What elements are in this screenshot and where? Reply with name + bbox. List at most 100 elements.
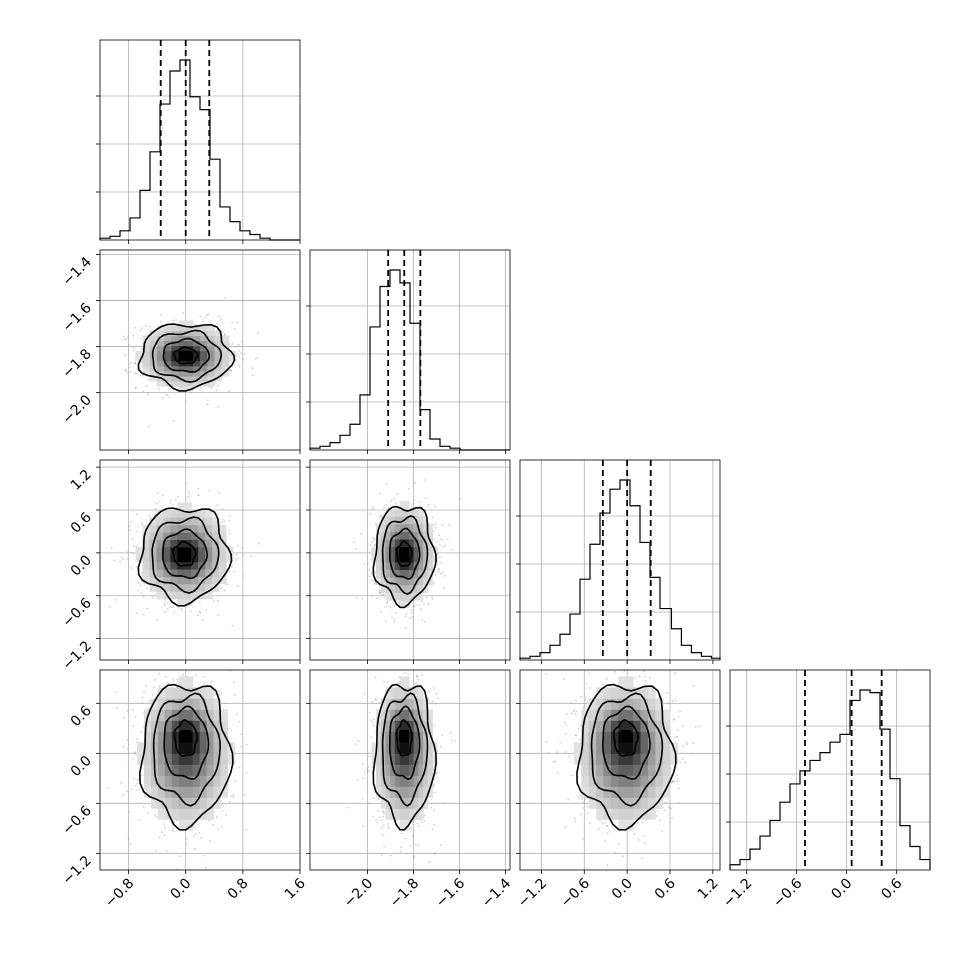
scatter-point <box>172 504 175 507</box>
density-cell <box>214 330 223 337</box>
density-cell <box>219 569 227 578</box>
density-cell <box>385 546 391 555</box>
density-cell <box>135 546 144 555</box>
density-cell <box>418 546 424 555</box>
density-cell <box>207 370 215 377</box>
scatter-point <box>417 675 420 678</box>
contour-1 <box>163 705 210 780</box>
density-cell <box>185 687 194 699</box>
scatter-point <box>415 604 417 607</box>
density-cell <box>199 742 208 754</box>
scatter-point <box>439 556 441 559</box>
scatter-point <box>414 482 416 484</box>
density-cell <box>427 539 433 548</box>
y-tick-label: −1.6 <box>59 300 94 335</box>
contour-0 <box>173 719 199 757</box>
scatter-point <box>430 806 433 809</box>
scatter-point <box>132 334 135 337</box>
scatter-point <box>397 682 400 685</box>
x-tick-label: 0.0 <box>167 876 194 903</box>
scatter-point <box>212 824 214 826</box>
density-cell <box>156 517 164 526</box>
scatter-point <box>256 357 259 360</box>
scatter-point <box>410 609 413 611</box>
density-cell <box>192 335 201 342</box>
density-cell <box>178 698 187 710</box>
density-cell <box>191 561 199 570</box>
scatter-point <box>371 594 373 597</box>
scatter-point <box>355 597 358 599</box>
density-cell <box>191 576 199 585</box>
scatter-point <box>179 650 181 652</box>
scatter-point <box>199 611 202 614</box>
scatter-point <box>371 721 374 724</box>
scatter-point <box>193 848 196 851</box>
density-cell <box>413 569 419 578</box>
scatter-point <box>239 745 242 748</box>
scatter-point <box>210 387 213 390</box>
density-cell <box>200 325 208 331</box>
density-cell <box>178 320 187 326</box>
density-cell <box>178 687 187 699</box>
density-cell <box>149 524 157 533</box>
scatter-point <box>149 700 151 703</box>
scatter-point <box>370 572 373 575</box>
density-cell <box>142 360 151 367</box>
scatter-point <box>200 386 202 389</box>
density-cell <box>192 720 201 732</box>
density-cell <box>380 577 386 586</box>
scatter-point <box>137 582 140 585</box>
density-cell <box>394 561 401 571</box>
density-cell <box>178 335 187 342</box>
scatter-point <box>360 533 362 535</box>
density-cell <box>221 345 230 352</box>
scatter-point <box>164 604 167 607</box>
panel-frame <box>519 459 721 661</box>
scatter-point <box>223 334 226 336</box>
scatter-point <box>171 606 174 609</box>
density-cell <box>156 325 165 331</box>
scatter-point <box>381 853 383 856</box>
scatter-point <box>422 603 425 606</box>
scatter-point <box>421 619 424 622</box>
scatter-point <box>243 793 246 796</box>
density-cell <box>212 532 220 540</box>
density-cell <box>206 687 215 699</box>
scatter-point <box>201 320 204 323</box>
scatter-point <box>374 698 377 701</box>
scatter-point <box>419 501 422 504</box>
scatter-point <box>155 816 158 818</box>
scatter-point <box>164 610 167 613</box>
density-cell <box>149 350 158 357</box>
scatter-point <box>130 788 133 790</box>
density-cell <box>200 350 208 357</box>
density-cell <box>143 753 152 765</box>
scatter-point <box>158 836 161 839</box>
density-cell <box>404 508 410 517</box>
density-cell <box>198 532 206 540</box>
scatter-point <box>367 766 370 768</box>
contour-0 <box>172 540 197 567</box>
density-cell <box>164 345 172 352</box>
y-tick-label: 0.6 <box>68 703 95 730</box>
scatter-point <box>238 350 241 352</box>
scatter-point <box>240 733 243 736</box>
density-cell <box>164 786 173 798</box>
scatter-point <box>140 347 143 350</box>
scatter-point <box>107 786 109 789</box>
contour-0 <box>173 346 199 365</box>
scatter-point <box>195 674 197 677</box>
scatter-point <box>192 835 195 838</box>
scatter-point <box>165 850 168 852</box>
scatter-point <box>435 692 438 695</box>
scatter-point <box>235 345 237 348</box>
density-cell <box>394 539 401 548</box>
density-cell <box>171 325 180 331</box>
density-cell <box>170 591 178 600</box>
scatter-point <box>441 571 444 574</box>
density-cell <box>219 554 227 563</box>
scatter-point <box>141 702 144 705</box>
scatter-point <box>205 609 207 612</box>
scatter-point <box>202 317 205 320</box>
